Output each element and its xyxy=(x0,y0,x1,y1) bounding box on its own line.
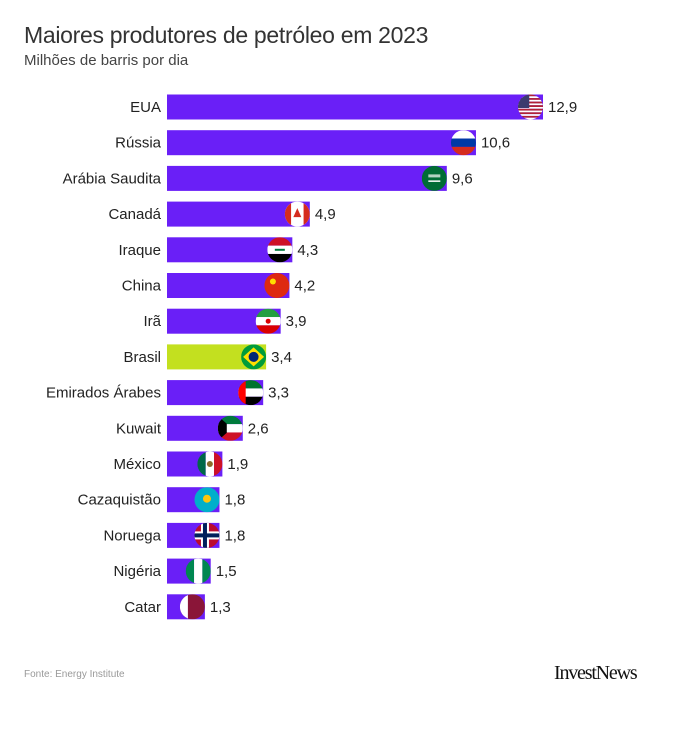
value-label: 3,4 xyxy=(271,349,292,366)
category-label: China xyxy=(122,278,162,295)
flag-icon-ir xyxy=(255,308,281,334)
category-label: Noruega xyxy=(103,527,161,544)
bar-row: Canadá 4,9 xyxy=(108,201,336,227)
flag-icon-cn xyxy=(264,273,290,298)
category-label: Canadá xyxy=(108,206,161,223)
category-label: Nigéria xyxy=(113,563,161,580)
category-label: Brasil xyxy=(123,349,161,366)
bar-row: Kuwait 2,6 xyxy=(116,415,269,441)
bar xyxy=(167,130,476,156)
flag-icon-ae xyxy=(238,380,264,406)
value-label: 4,3 xyxy=(297,242,318,259)
bar-chart: EUA 12,9 Rússia 10,6 Arábia Saudita 9,6 Canadá… xyxy=(46,94,577,620)
flag-icon-br xyxy=(241,344,267,370)
bar-row: Noruega 1,8 xyxy=(103,522,245,548)
flag-icon-mx xyxy=(197,451,223,477)
bar-row: EUA 12,9 xyxy=(130,94,577,120)
bar-row: Rússia 10,6 xyxy=(115,130,510,156)
bar-row: Emirados Árabes 3,3 xyxy=(46,380,289,406)
flag-icon-sa xyxy=(421,165,447,191)
value-label: 4,9 xyxy=(315,206,336,223)
category-label: México xyxy=(113,456,161,473)
flag-icon-qa xyxy=(179,594,205,620)
source-note: Fonte: Energy Institute xyxy=(24,669,125,680)
bar-row: Irã 3,9 xyxy=(143,308,307,334)
bar-row: México 1,9 xyxy=(113,451,248,477)
flag-icon-kz xyxy=(194,487,220,513)
investnews-logo: InvestNews xyxy=(554,662,638,684)
bar-row: Iraque 4,3 xyxy=(118,237,318,263)
category-label: Iraque xyxy=(118,242,161,259)
value-label: 3,9 xyxy=(286,313,307,330)
category-label: Cazaquistão xyxy=(78,492,161,509)
category-label: Emirados Árabes xyxy=(46,385,161,402)
bar-row: Catar 1,3 xyxy=(124,594,231,620)
value-label: 1,9 xyxy=(227,456,248,473)
bar xyxy=(167,165,447,191)
chart-title: Maiores produtores de petróleo em 2023 xyxy=(24,22,429,48)
value-label: 10,6 xyxy=(481,135,510,152)
bar-row: Arábia Saudita 9,6 xyxy=(63,165,473,191)
category-label: Rússia xyxy=(115,135,162,152)
value-label: 1,8 xyxy=(224,527,245,544)
category-label: Kuwait xyxy=(116,420,162,437)
value-label: 3,3 xyxy=(268,385,289,402)
flag-icon-ng xyxy=(185,558,211,584)
value-label: 1,8 xyxy=(224,492,245,509)
value-label: 2,6 xyxy=(248,420,269,437)
flag-icon-no xyxy=(194,522,220,548)
category-label: EUA xyxy=(130,99,161,116)
category-label: Catar xyxy=(124,599,161,616)
flag-icon-ca xyxy=(284,201,310,227)
flag-icon-iq xyxy=(267,237,293,263)
bar-row: China 4,2 xyxy=(122,273,315,298)
bar-row: Cazaquistão 1,8 xyxy=(78,487,245,513)
chart-subtitle: Milhões de barris por dia xyxy=(24,52,189,69)
value-label: 9,6 xyxy=(452,170,473,187)
flag-icon-ru xyxy=(450,130,476,156)
category-label: Irã xyxy=(143,313,161,330)
bar-row: Brasil 3,4 xyxy=(123,344,292,370)
bar xyxy=(167,94,543,120)
bar-row: Nigéria 1,5 xyxy=(113,558,237,584)
value-label: 1,5 xyxy=(216,563,237,580)
value-label: 4,2 xyxy=(294,278,315,295)
value-label: 12,9 xyxy=(548,99,577,116)
flag-icon-us xyxy=(518,94,543,120)
flag-icon-kw xyxy=(217,415,243,441)
value-label: 1,3 xyxy=(210,599,231,616)
category-label: Arábia Saudita xyxy=(63,170,162,187)
